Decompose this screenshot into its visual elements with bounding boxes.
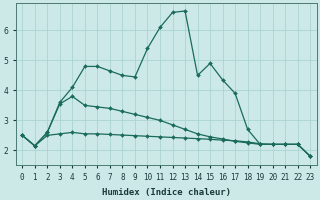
X-axis label: Humidex (Indice chaleur): Humidex (Indice chaleur) <box>102 188 231 197</box>
